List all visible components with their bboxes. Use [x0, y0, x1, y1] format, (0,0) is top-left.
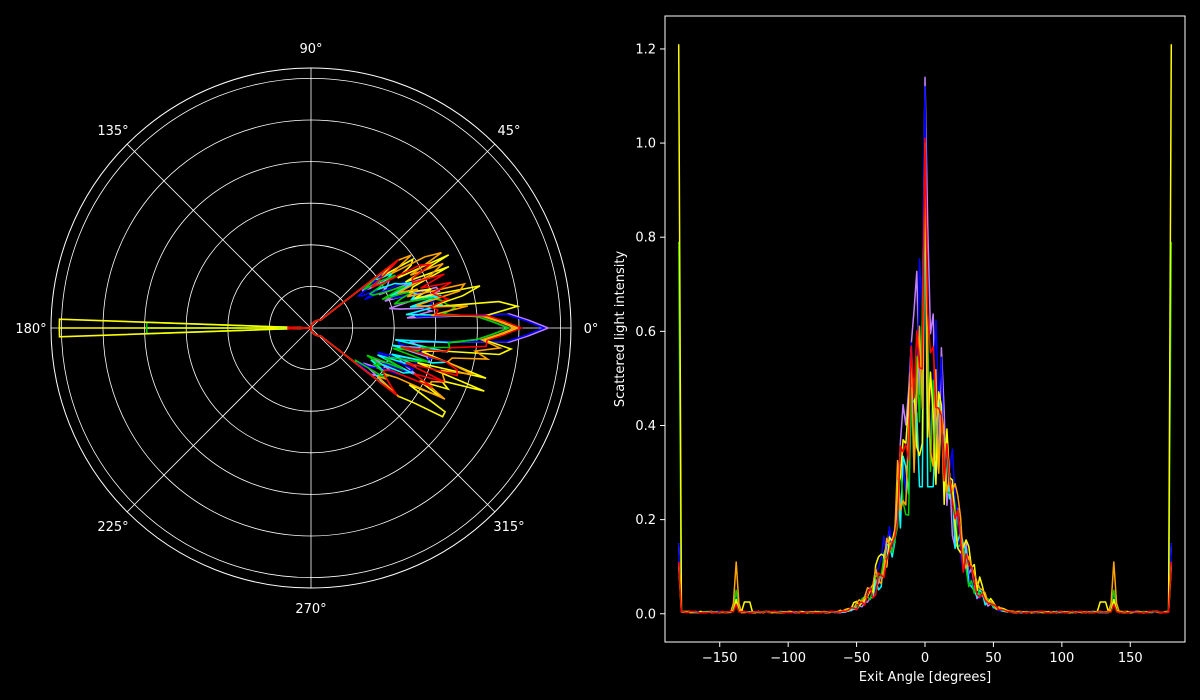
x-tick-label: 150	[1118, 651, 1143, 666]
y-tick-label: 1.2	[635, 42, 656, 57]
x-tick-label: 50	[985, 651, 1002, 666]
y-tick-label: 0.0	[635, 607, 656, 622]
polar-grid-spoke	[126, 143, 312, 329]
x-axis-label: Exit Angle [degrees]	[859, 670, 991, 685]
theta-tick-label: 315°	[493, 520, 524, 535]
theta-tick-label: 0°	[584, 322, 599, 337]
x-tick-label: 0	[921, 651, 929, 666]
y-tick-label: 0.8	[635, 231, 656, 246]
polar-chart: 0° 45° 90° 135° 180° 225° 270° 315°	[15, 42, 598, 617]
polar-grid-spoke	[310, 327, 496, 513]
polar-grid-spoke	[310, 143, 496, 329]
theta-tick-label: 225°	[97, 520, 128, 535]
y-axis-label: Scattered light intensity	[613, 251, 628, 408]
theta-tick-label: 90°	[299, 42, 322, 57]
x-tick-label: −150	[702, 651, 738, 666]
series-group	[677, 44, 1173, 614]
theta-tick-label: 45°	[497, 124, 520, 139]
axes-group: −150 −100 −50 0 50 100 150 0.0 0.2 0.4 0.6 0.8 1.0 1.…	[635, 42, 1142, 666]
x-tick-label: 100	[1049, 651, 1074, 666]
y-tick-label: 0.2	[635, 513, 656, 528]
y-tick-label: 0.4	[635, 419, 656, 434]
y-tick-label: 1.0	[635, 137, 656, 152]
theta-tick-label: 270°	[295, 602, 326, 617]
y-tick-label: 0.6	[635, 325, 656, 340]
theta-tick-label: 135°	[97, 124, 128, 139]
polar-series-line	[287, 258, 524, 396]
x-tick-label: −100	[770, 651, 806, 666]
series-line	[677, 137, 1173, 614]
polar-grid-spoke	[126, 327, 312, 513]
line-chart: −150 −100 −50 0 50 100 150 0.0 0.2 0.4 0.6 0.8 1.0 1.…	[613, 15, 1186, 685]
x-tick-label: −50	[843, 651, 870, 666]
theta-tick-label: 180°	[15, 322, 46, 337]
